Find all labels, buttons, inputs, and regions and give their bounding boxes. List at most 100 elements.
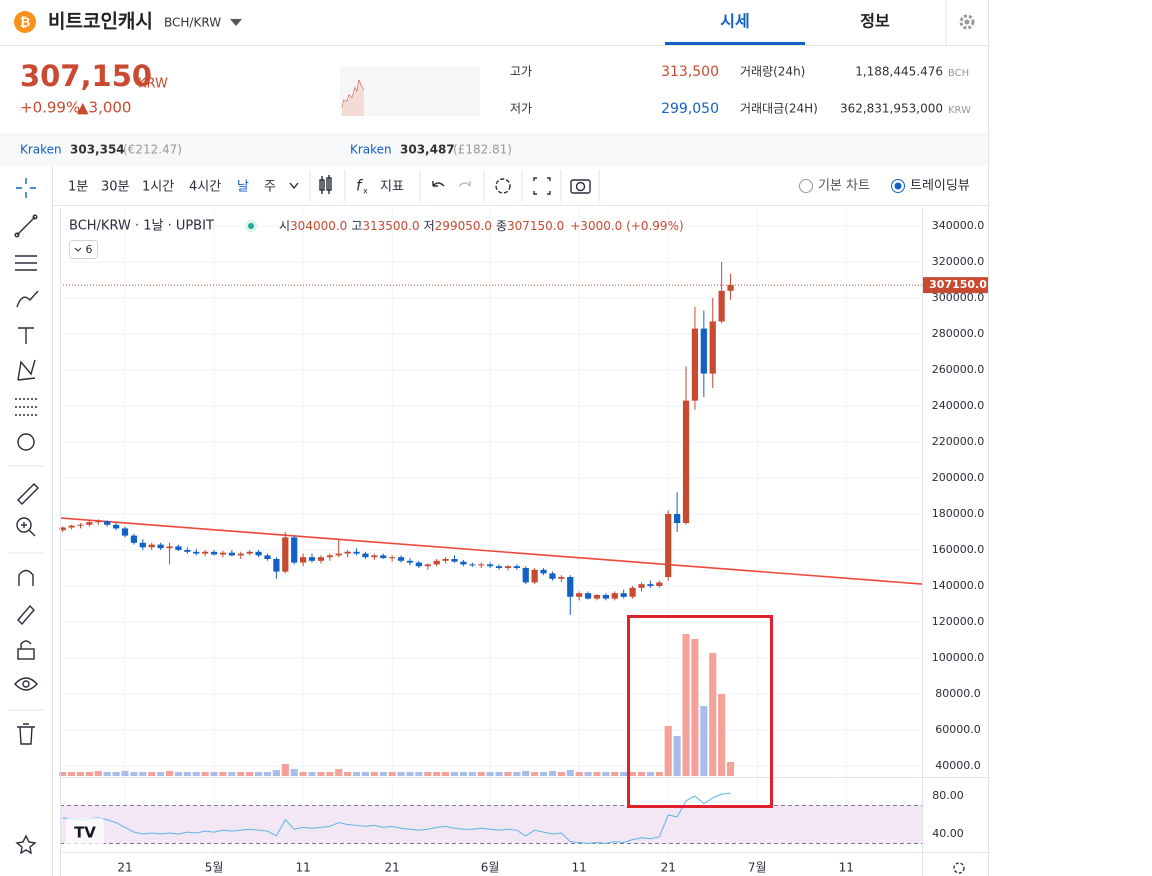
candle-body [308, 557, 316, 561]
volume-bar [344, 772, 352, 776]
candle-body [602, 595, 609, 599]
candle-body [389, 557, 396, 559]
volume-bar [450, 772, 459, 776]
volume-bar [59, 772, 67, 776]
volume-bar [673, 736, 681, 776]
volume-bar [655, 772, 663, 776]
volume-bar [611, 772, 619, 776]
interval-button[interactable]: 주 [264, 180, 276, 195]
candle-body [59, 527, 66, 531]
candle-body [380, 555, 387, 559]
studies-toggle[interactable] [69, 240, 98, 259]
candle-body [558, 577, 565, 579]
y-tick-label: 80000.0 [935, 687, 981, 700]
y-tick-label: 260000.0 [932, 363, 985, 376]
volume-bar [539, 772, 548, 776]
fx-icon[interactable]: f [356, 177, 364, 195]
radio[interactable] [799, 179, 813, 193]
stat-unit: KRW [948, 105, 971, 116]
radio[interactable] [891, 179, 905, 193]
candle-body [629, 587, 636, 597]
rsi-line [62, 792, 731, 844]
settings-icon[interactable] [959, 14, 975, 30]
interval-button[interactable]: 30분 [101, 180, 130, 195]
volume-bar [68, 772, 76, 776]
candle-body [513, 566, 520, 568]
indicator-button[interactable]: 지표 [380, 180, 404, 195]
volume-bar [76, 772, 85, 776]
view-option[interactable]: 트레이딩뷰 [910, 179, 970, 194]
volume-bar [210, 772, 218, 776]
fullscreen-icon[interactable] [533, 177, 551, 195]
candle-body [121, 528, 129, 536]
volume-bar [548, 771, 557, 776]
highlight-box [627, 615, 773, 808]
redo-icon[interactable] [458, 181, 471, 187]
candle-body [584, 593, 592, 599]
rsi-tick-label: 40.00 [932, 827, 964, 840]
candle-body [406, 560, 414, 563]
volume-bar [522, 771, 530, 776]
interval-button[interactable]: 날 [237, 180, 249, 195]
interval-dropdown[interactable] [289, 182, 299, 190]
snapshot-icon[interactable] [570, 179, 591, 194]
radio-dot [894, 182, 902, 190]
volume-bar [361, 772, 370, 776]
candle-body [130, 535, 138, 543]
candle-body [148, 544, 155, 548]
exchange-name: Kraken [350, 143, 392, 157]
candle-style-icon[interactable] [319, 175, 332, 194]
volume-bar [246, 772, 254, 776]
volume-bar [237, 772, 245, 776]
exchange-name: Kraken [20, 143, 62, 157]
candle-body [709, 321, 716, 374]
interval-button[interactable]: 4시간 [189, 180, 221, 195]
volume-bar [700, 706, 708, 776]
volume-bar [575, 772, 583, 776]
view-option[interactable]: 기본 차트 [818, 179, 870, 194]
drawing-tools[interactable] [14, 178, 39, 855]
ohlc-key: 시 [279, 219, 290, 233]
interval-button[interactable]: 1시간 [142, 180, 174, 195]
settings-icon[interactable] [495, 178, 511, 194]
candle-body [175, 546, 182, 550]
candle-body [647, 584, 654, 586]
undo-icon[interactable] [432, 181, 445, 187]
candle-body [291, 537, 298, 563]
volume-bar [281, 764, 289, 776]
volume-bar [370, 772, 378, 776]
volume-bar [566, 770, 574, 776]
candle-body [576, 593, 583, 597]
volume-bar [272, 770, 280, 776]
ohlc-change: +3000.0 (+0.99%) [570, 219, 683, 233]
stat-value: 362,831,953,000 [840, 102, 943, 116]
volume-bar [495, 772, 503, 776]
ohlc-value: 304000.0 [290, 219, 347, 233]
fx-icon-sub: x [363, 187, 368, 196]
volume-bar [637, 772, 646, 776]
volume-bar [379, 772, 387, 776]
interval-button[interactable]: 1분 [68, 180, 88, 195]
y-tick-label: 200000.0 [932, 471, 985, 484]
tab[interactable]: 시세 [720, 12, 749, 31]
candle-body [424, 564, 431, 567]
x-tick-label: 21 [117, 861, 132, 875]
y-tick-label: 340000.0 [932, 219, 985, 232]
axis-settings[interactable] [953, 862, 965, 874]
coin-icon [14, 11, 36, 33]
pair-dropdown[interactable] [230, 19, 242, 26]
candle-body [718, 290, 725, 322]
pair: BCH/KRW [164, 16, 221, 30]
volume-bar [513, 772, 521, 776]
volume-bar [219, 772, 227, 776]
tab[interactable]: 정보 [860, 12, 890, 31]
candle-body [255, 551, 262, 556]
rsi-band [60, 805, 922, 844]
ohlc-value: 307150.0 [507, 219, 564, 233]
x-tick-label: 7월 [748, 861, 767, 875]
exchange-price: 303,487 [400, 143, 455, 157]
candle-body [139, 542, 146, 548]
candle-body [68, 525, 75, 528]
stat-value: 1,188,445.476 [855, 65, 943, 79]
exchange-foreign: (€212.47) [123, 143, 182, 157]
